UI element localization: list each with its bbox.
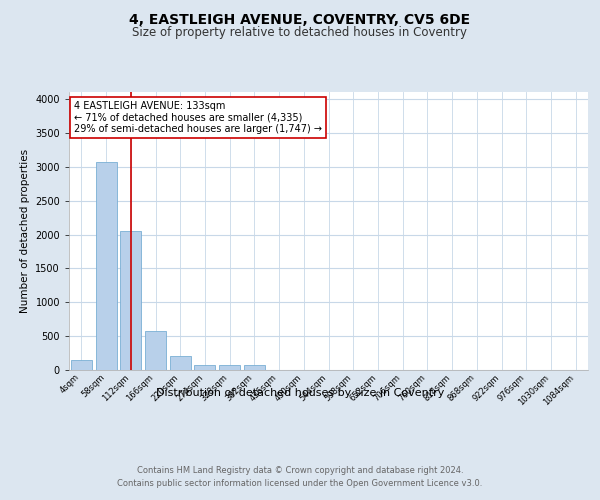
Text: Contains HM Land Registry data © Crown copyright and database right 2024.: Contains HM Land Registry data © Crown c… (137, 466, 463, 475)
Text: 4 EASTLEIGH AVENUE: 133sqm
← 71% of detached houses are smaller (4,335)
29% of s: 4 EASTLEIGH AVENUE: 133sqm ← 71% of deta… (74, 101, 322, 134)
Bar (219, 366, 240, 370)
Bar (244, 366, 265, 370)
Text: Contains public sector information licensed under the Open Government Licence v3: Contains public sector information licen… (118, 479, 482, 488)
Text: Distribution of detached houses by size in Coventry: Distribution of detached houses by size … (156, 388, 444, 398)
Bar (120, 230, 141, 370)
Bar (145, 332, 166, 370)
Bar (170, 356, 191, 370)
Bar (95, 162, 116, 370)
Bar (71, 360, 92, 370)
Y-axis label: Number of detached properties: Number of detached properties (20, 149, 29, 314)
Bar (194, 364, 215, 370)
Text: Size of property relative to detached houses in Coventry: Size of property relative to detached ho… (133, 26, 467, 39)
Text: 4, EASTLEIGH AVENUE, COVENTRY, CV5 6DE: 4, EASTLEIGH AVENUE, COVENTRY, CV5 6DE (130, 12, 470, 26)
